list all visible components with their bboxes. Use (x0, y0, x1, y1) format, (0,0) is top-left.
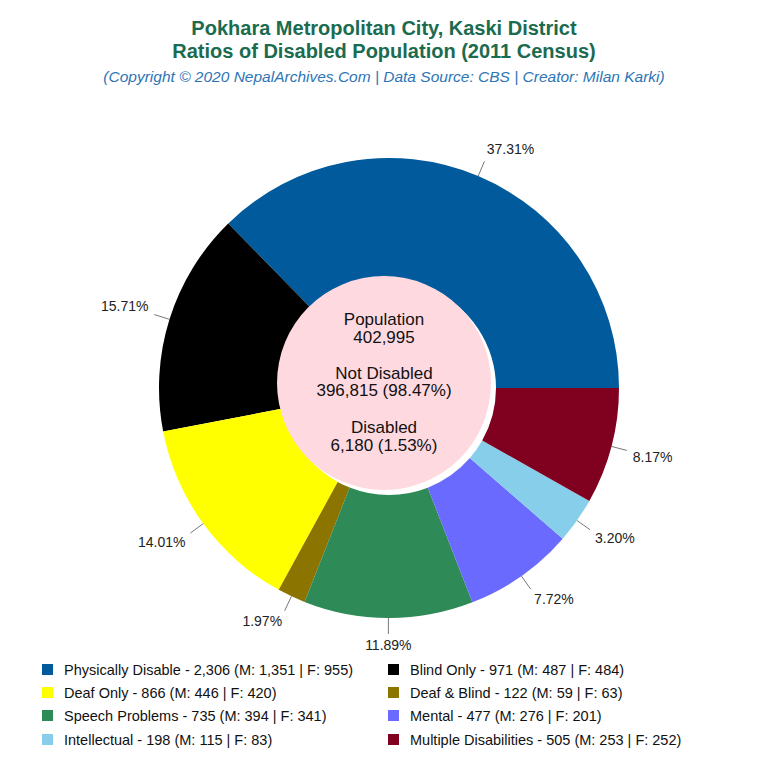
svg-text:Physically Disable - 2,306 (M:: Physically Disable - 2,306 (M: 1,351 | F… (64, 662, 353, 678)
svg-text:6,180 (1.53%): 6,180 (1.53%) (331, 436, 438, 455)
svg-text:Intellectual - 198 (M: 115 | F: Intellectual - 198 (M: 115 | F: 83) (64, 732, 272, 748)
svg-text:Not Disabled: Not Disabled (335, 364, 432, 383)
svg-text:1.97%: 1.97% (242, 613, 282, 629)
svg-text:Pokhara Metropolitan City, Kas: Pokhara Metropolitan City, Kaski Distric… (191, 17, 577, 39)
svg-text:Deaf Only - 866 (M: 446 | F: 4: Deaf Only - 866 (M: 446 | F: 420) (64, 685, 277, 701)
svg-text:14.01%: 14.01% (138, 534, 185, 550)
svg-text:Disabled: Disabled (351, 418, 417, 437)
svg-text:Mental - 477 (M: 276 | F: 201): Mental - 477 (M: 276 | F: 201) (410, 708, 602, 724)
svg-text:37.31%: 37.31% (487, 141, 534, 157)
svg-text:(Copyright © 2020 NepalArchive: (Copyright © 2020 NepalArchives.Com | Da… (103, 68, 664, 85)
svg-text:Deaf & Blind - 122 (M: 59 | F:: Deaf & Blind - 122 (M: 59 | F: 63) (410, 685, 623, 701)
svg-text:396,815 (98.47%): 396,815 (98.47%) (316, 381, 451, 400)
svg-text:Ratios of Disabled Population: Ratios of Disabled Population (2011 Cens… (172, 40, 595, 62)
svg-text:Population: Population (344, 310, 424, 329)
svg-text:Speech Problems - 735 (M: 394: Speech Problems - 735 (M: 394 | F: 341) (64, 708, 326, 724)
svg-text:8.17%: 8.17% (633, 449, 673, 465)
svg-text:11.89%: 11.89% (365, 637, 411, 653)
svg-text:7.72%: 7.72% (534, 591, 574, 607)
svg-text:Blind Only - 971 (M: 487 | F:: Blind Only - 971 (M: 487 | F: 484) (410, 662, 624, 678)
svg-text:402,995: 402,995 (353, 328, 414, 347)
svg-text:15.71%: 15.71% (101, 298, 148, 314)
svg-text:3.20%: 3.20% (595, 530, 635, 546)
svg-text:Multiple Disabilities - 505 (M: Multiple Disabilities - 505 (M: 253 | F:… (410, 732, 681, 748)
